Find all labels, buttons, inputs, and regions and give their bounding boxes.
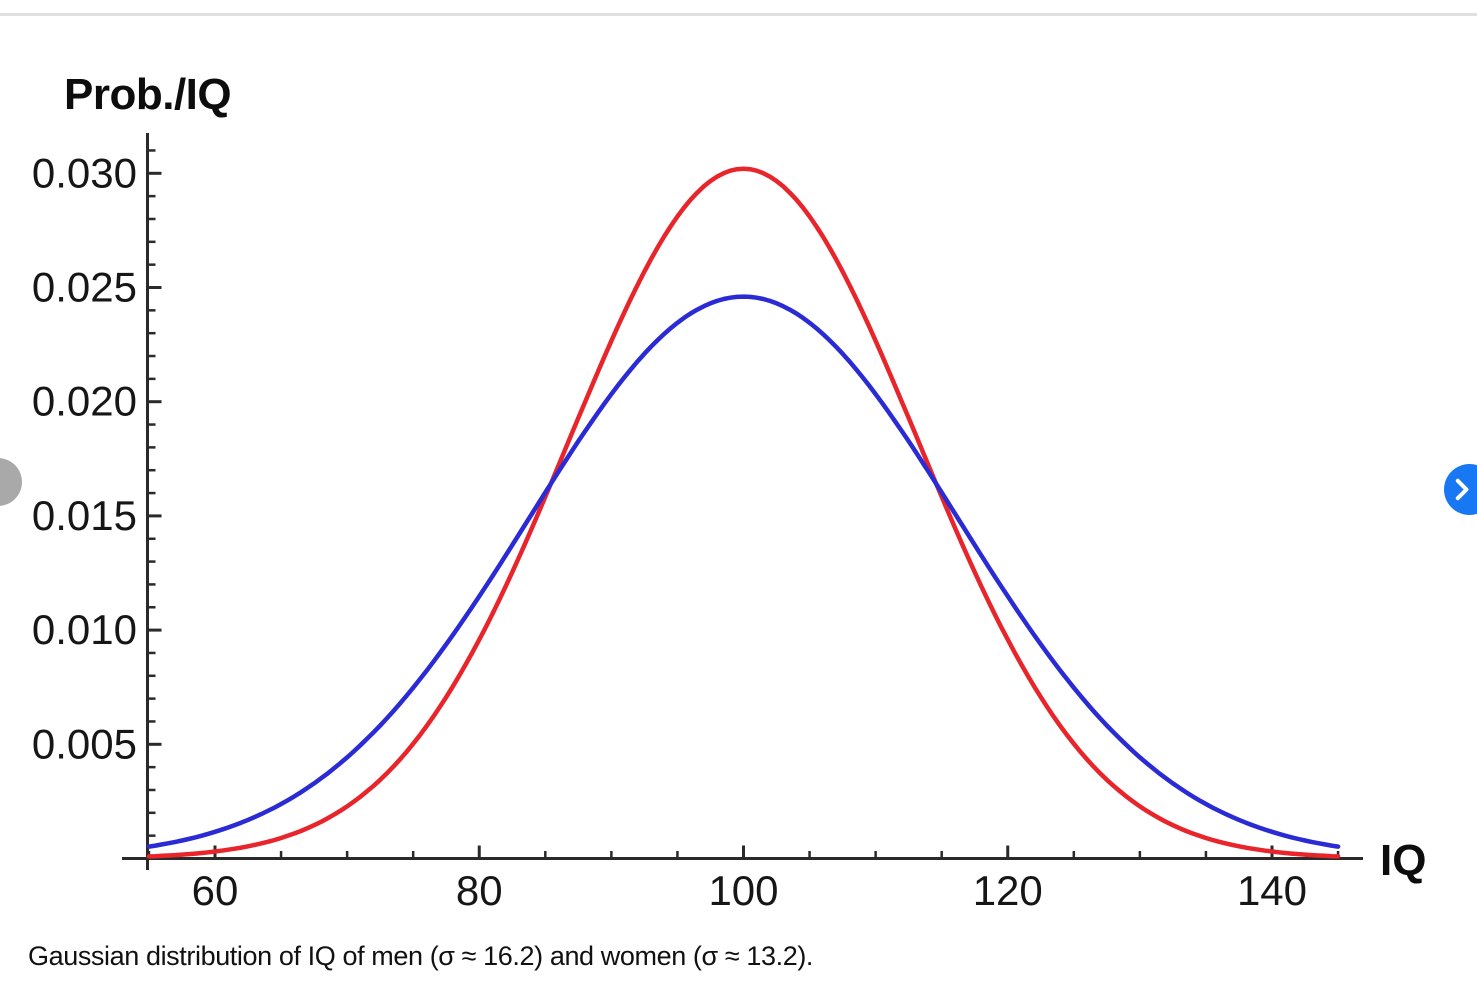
axes bbox=[122, 133, 1363, 870]
carousel-next-button[interactable] bbox=[1444, 464, 1477, 515]
y-axis-tick-labels: 0.005 0.010 0.015 0.020 0.025 0.030 bbox=[32, 149, 137, 767]
x-axis-title: IQ bbox=[1380, 836, 1427, 885]
x-tick-label: 100 bbox=[708, 867, 778, 914]
x-tick-label: 80 bbox=[456, 867, 503, 914]
y-tick-label: 0.030 bbox=[32, 149, 137, 196]
figure-caption: Gaussian distribution of IQ of men (σ ≈ … bbox=[28, 941, 814, 971]
chevron-right-icon bbox=[1455, 478, 1469, 501]
distribution-curves bbox=[146, 166, 1341, 859]
x-tick-label: 140 bbox=[1237, 867, 1307, 914]
carousel-prev-button[interactable] bbox=[0, 458, 22, 506]
curve-men bbox=[146, 294, 1341, 849]
y-tick-label: 0.010 bbox=[32, 606, 137, 653]
y-tick-label: 0.020 bbox=[32, 378, 137, 425]
top-divider bbox=[0, 13, 1477, 16]
x-tick-label: 60 bbox=[192, 867, 239, 914]
y-tick-label: 0.015 bbox=[32, 492, 137, 539]
x-axis-ticks bbox=[147, 845, 1340, 859]
x-tick-label: 120 bbox=[973, 867, 1043, 914]
y-tick-label: 0.025 bbox=[32, 264, 137, 311]
y-tick-label: 0.005 bbox=[32, 720, 137, 767]
curve-women bbox=[146, 166, 1341, 859]
x-axis-tick-labels: 60 80 100 120 140 bbox=[192, 867, 1307, 914]
y-axis-ticks bbox=[147, 149, 162, 837]
y-axis-title: Prob./IQ bbox=[64, 70, 232, 119]
